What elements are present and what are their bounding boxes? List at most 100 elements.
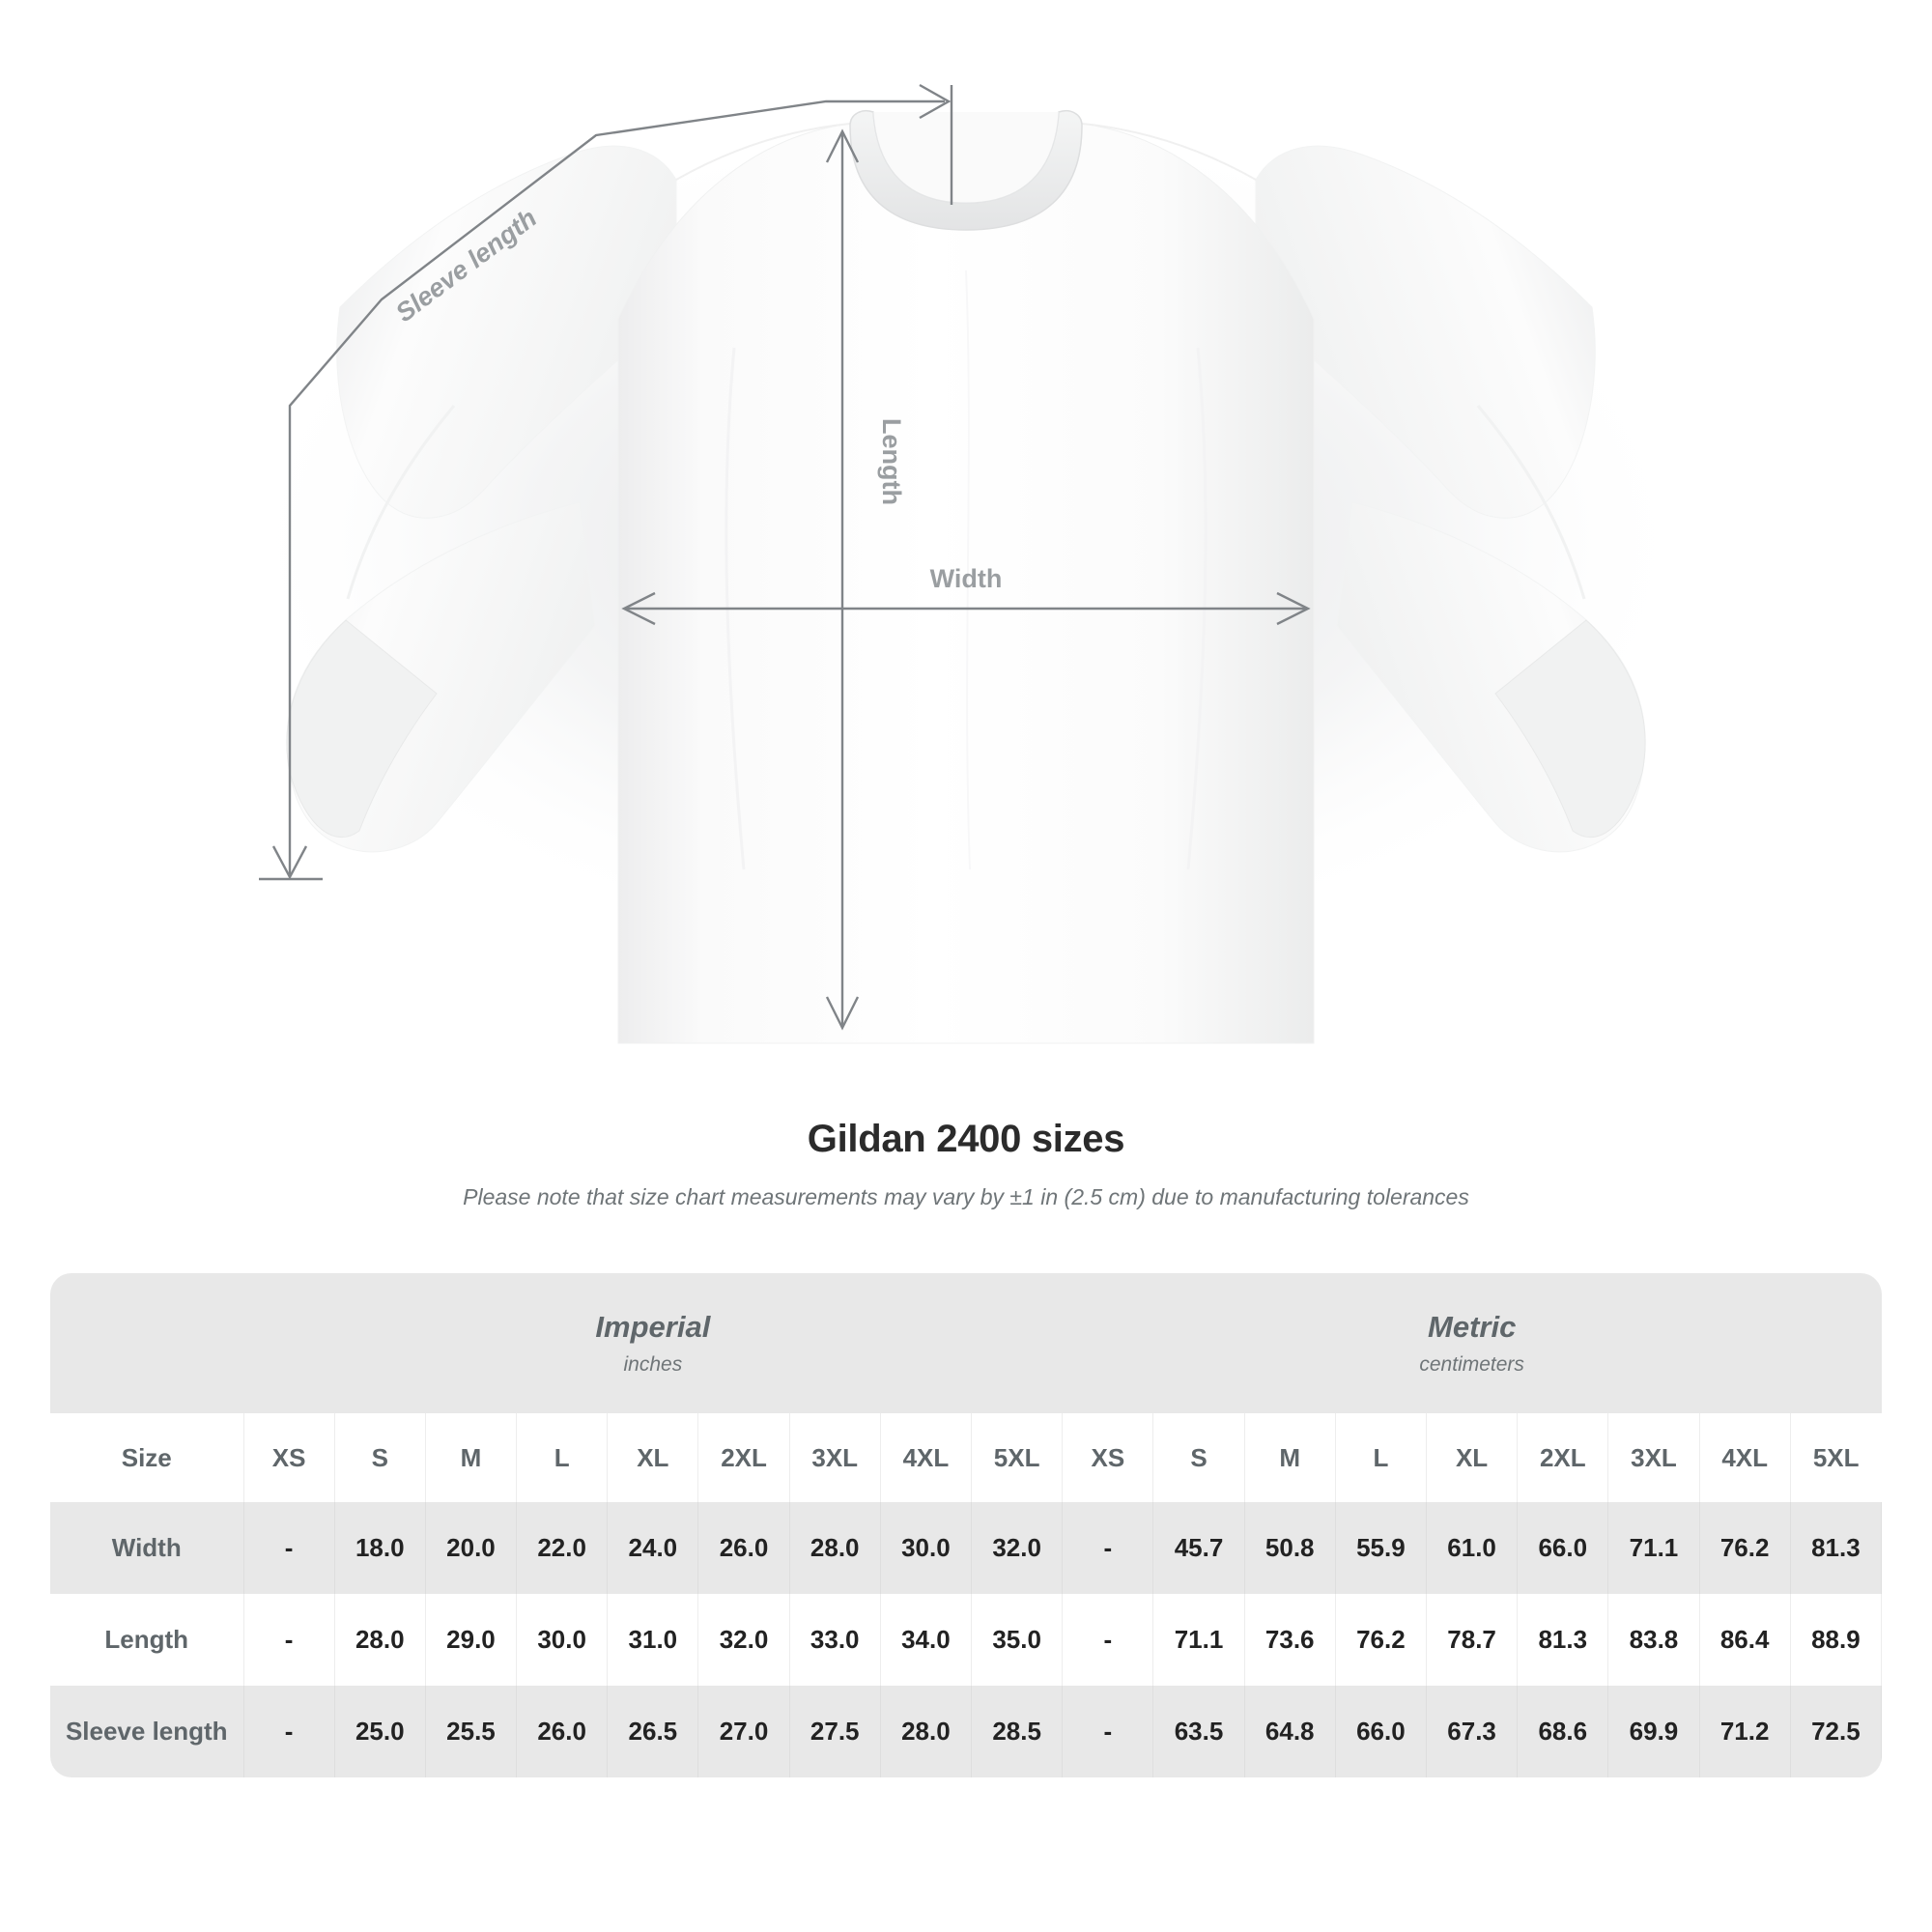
cell: 50.8 [1244,1502,1336,1594]
cell: 30.0 [880,1502,973,1594]
cell: - [1062,1594,1154,1686]
collar-inner [872,111,1060,204]
cell: 28.5 [971,1686,1064,1777]
cell: 78.7 [1426,1594,1519,1686]
garment-diagram: Sleeve length Length Width [232,83,1700,1044]
length-arrow-bottom [825,996,860,1031]
shoulder-seam-left [675,123,851,181]
unit-header-row: Imperial inches Metric centimeters [50,1273,1882,1413]
cell: 28.0 [789,1502,881,1594]
cell: 32.0 [971,1502,1064,1594]
cell: 26.0 [697,1502,790,1594]
fold-left-sleeve [346,405,456,600]
cell: - [243,1594,335,1686]
width-arrow-right [1276,591,1311,626]
unit-header-spacer [50,1273,243,1413]
length-arrow-top [825,128,860,163]
row-label: Length [50,1594,244,1686]
unit-sub-metric: centimeters [1419,1352,1524,1376]
width-arrow-left [621,591,656,626]
sleeve-length-line [288,99,945,874]
cell: - [1062,1502,1154,1594]
sleeve-arrow-head-bottom [271,845,308,880]
unit-header-imperial: Imperial inches [243,1273,1063,1413]
cell: 29.0 [425,1594,518,1686]
size-header-cell: XS [1062,1413,1154,1502]
cell: 86.4 [1699,1594,1791,1686]
unit-name-imperial: Imperial [595,1310,711,1345]
cell: 26.0 [516,1686,609,1777]
fold-center [965,270,971,870]
size-table: Imperial inches Metric centimeters Size … [50,1273,1882,1777]
size-header-cell: 2XL [1517,1413,1609,1502]
left-cuff [286,619,438,838]
cell: 24.0 [607,1502,699,1594]
fold-right-sleeve [1476,405,1586,600]
cell: 20.0 [425,1502,518,1594]
cell: 55.9 [1335,1502,1428,1594]
cell: 34.0 [880,1594,973,1686]
page-title: Gildan 2400 sizes [807,1118,1125,1160]
fold-left-body [724,347,746,870]
cell: 32.0 [697,1594,790,1686]
row-label: Width [50,1502,244,1594]
cell: 81.3 [1790,1502,1882,1594]
unit-header-metric: Metric centimeters [1062,1273,1882,1413]
unit-name-metric: Metric [1428,1310,1517,1345]
size-header-cell: XS [242,1413,335,1502]
cell: 66.0 [1517,1502,1609,1594]
size-header-cell: 3XL [789,1413,881,1502]
fold-right-body [1186,347,1208,870]
cell: 64.8 [1244,1686,1336,1777]
row-label-header: Size [50,1413,244,1502]
right-sleeve-upper [1255,145,1596,519]
cell: 76.2 [1699,1502,1791,1594]
cell: - [243,1686,335,1777]
cell: 72.5 [1790,1686,1882,1777]
right-cuff [1494,619,1646,838]
cell: 33.0 [789,1594,881,1686]
cell: 35.0 [971,1594,1064,1686]
length-label: Length [877,418,906,505]
cell: 28.0 [880,1686,973,1777]
shoulder-seam-right [1081,123,1257,181]
size-header-cell: M [1244,1413,1336,1502]
width-label: Width [930,564,1003,593]
cell: 71.1 [1607,1502,1700,1594]
size-header-cell: L [516,1413,609,1502]
left-sleeve-upper [336,145,677,519]
size-header-cell: M [425,1413,518,1502]
size-header-cell: XL [607,1413,699,1502]
size-header-cell: S [334,1413,426,1502]
cell: 25.0 [334,1686,426,1777]
cell: 67.3 [1426,1686,1519,1777]
cell: 83.8 [1607,1594,1700,1686]
size-header-cell: L [1335,1413,1428,1502]
cell: 71.2 [1699,1686,1791,1777]
cell: 88.9 [1790,1594,1882,1686]
cell: 27.5 [789,1686,881,1777]
cell: 63.5 [1152,1686,1245,1777]
size-header-cell: 2XL [697,1413,790,1502]
page-subtitle: Please note that size chart measurements… [463,1184,1469,1209]
unit-sub-imperial: inches [623,1352,683,1376]
cell: 22.0 [516,1502,609,1594]
cell: 61.0 [1426,1502,1519,1594]
cell: - [243,1502,335,1594]
cell: 25.5 [425,1686,518,1777]
size-header-cell: 5XL [1790,1413,1882,1502]
size-header-cell: 4XL [880,1413,973,1502]
cell: 73.6 [1244,1594,1336,1686]
table-row: Sleeve length - 25.0 25.5 26.0 26.5 27.0… [50,1686,1882,1777]
cell: 27.0 [697,1686,790,1777]
size-header-cell: XL [1426,1413,1519,1502]
cell: 69.9 [1607,1686,1700,1777]
sleeve-arrow-head-top [919,83,952,120]
cell: 81.3 [1517,1594,1609,1686]
size-header-row: Size XS S M L XL 2XL 3XL 4XL 5XL XS S M … [50,1413,1882,1502]
cell: 28.0 [334,1594,426,1686]
cell: 68.6 [1517,1686,1609,1777]
cell: 18.0 [334,1502,426,1594]
table-row: Width - 18.0 20.0 22.0 24.0 26.0 28.0 30… [50,1502,1882,1594]
